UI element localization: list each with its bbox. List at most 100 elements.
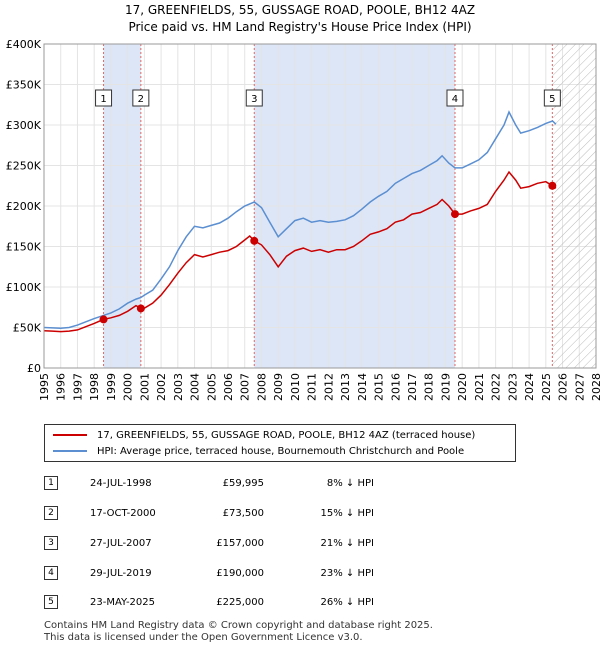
x-tick-label: 2017 (406, 373, 419, 401)
transaction-date: 24-JUL-1998 (90, 478, 152, 489)
legend-price-label: 17, GREENFIELDS, 55, GUSSAGE ROAD, POOLE… (97, 430, 476, 441)
legend-entry-price: 17, GREENFIELDS, 55, GUSSAGE ROAD, POOLE… (53, 428, 475, 444)
x-tick-label: 2002 (155, 373, 168, 401)
transaction-hpi-diff: 21% ↓ HPI (320, 538, 374, 549)
price-line (43, 170, 557, 333)
x-tick-label: 2004 (189, 373, 202, 401)
x-tick-label: 2016 (389, 373, 402, 401)
chart-title: 17, GREENFIELDS, 55, GUSSAGE ROAD, POOLE… (0, 2, 600, 36)
footer-licence: This data is licensed under the Open Gov… (44, 632, 363, 643)
x-tick-label: 2015 (373, 373, 386, 401)
sale-point (99, 315, 108, 324)
sale-marker-label: 4 (452, 94, 458, 105)
transaction-price: £225,000 (216, 597, 264, 608)
transaction-price: £190,000 (216, 568, 264, 579)
plot-frame (43, 43, 597, 369)
transaction-row: 2 17-OCT-2000 £73,500 15% ↓ HPI (44, 504, 564, 524)
chart-legend: 17, GREENFIELDS, 55, GUSSAGE ROAD, POOLE… (44, 424, 516, 462)
x-tick-label: 2023 (506, 373, 519, 401)
transaction-date: 29-JUL-2019 (90, 568, 152, 579)
y-tick-label: £200K (6, 200, 42, 213)
legend-price-swatch (53, 434, 87, 436)
x-tick-label: 2024 (523, 373, 536, 401)
y-tick-label: £0 (27, 362, 41, 375)
transaction-date: 17-OCT-2000 (90, 508, 156, 519)
x-tick-label: 2028 (590, 373, 600, 401)
y-tick-label: £300K (6, 119, 42, 132)
transaction-number: 1 (44, 476, 58, 490)
x-tick-label: 1996 (55, 373, 68, 401)
x-tick-label: 2021 (473, 373, 486, 401)
transaction-hpi-diff: 8% ↓ HPI (326, 478, 374, 489)
transaction-row: 1 24-JUL-1998 £59,995 8% ↓ HPI (44, 474, 564, 494)
x-tick-label: 2013 (339, 373, 352, 401)
transaction-number: 2 (44, 506, 58, 520)
x-tick-label: 2010 (289, 373, 302, 401)
title-line-1: 17, GREENFIELDS, 55, GUSSAGE ROAD, POOLE… (124, 3, 476, 17)
transaction-date: 27-JUL-2007 (90, 538, 152, 549)
y-tick-label: £350K (6, 79, 42, 92)
transaction-hpi-diff: 15% ↓ HPI (320, 508, 374, 519)
legend-entry-hpi: HPI: Average price, terraced house, Bour… (53, 444, 464, 460)
transaction-price: £59,995 (222, 478, 264, 489)
x-tick-label: 2000 (122, 373, 135, 401)
x-tick-label: 2009 (272, 373, 285, 401)
x-tick-label: 2007 (239, 373, 252, 401)
transaction-row: 4 29-JUL-2019 £190,000 23% ↓ HPI (44, 564, 564, 584)
sale-marker-box (95, 89, 113, 107)
x-tick-label: 2001 (138, 373, 151, 401)
x-tick-label: 2014 (356, 373, 369, 401)
x-tick-label: 1997 (71, 373, 84, 401)
x-tick-label: 2003 (172, 373, 185, 401)
x-tick-label: 1995 (38, 373, 51, 401)
y-tick-label: £50K (13, 322, 42, 335)
transaction-price: £157,000 (216, 538, 264, 549)
legend-hpi-label: HPI: Average price, terraced house, Bour… (97, 446, 465, 457)
sale-point (450, 210, 459, 219)
footer: Contains HM Land Registry data © Crown c… (44, 620, 433, 644)
transaction-hpi-diff: 23% ↓ HPI (320, 568, 374, 579)
y-tick-label: £150K (6, 241, 42, 254)
y-tick-label: £100K (6, 281, 42, 294)
x-tick-label: 2012 (322, 373, 335, 401)
x-tick-label: 2018 (423, 373, 436, 401)
x-tick-label: 2022 (490, 373, 503, 401)
price-chart: 1 2 3 4 5 £0 £50K £100K £150K £200K £250K £300K £35… (6, 38, 600, 401)
transaction-number: 5 (44, 595, 58, 609)
x-tick-label: 1999 (105, 373, 118, 401)
sale-marker-box (543, 89, 561, 107)
x-tick-label: 2005 (205, 373, 218, 401)
transaction-date: 23-MAY-2025 (90, 597, 156, 608)
title-line-2: Price paid vs. HM Land Registry's House … (128, 20, 472, 34)
sale-marker-label: 2 (138, 94, 144, 105)
x-tick-label: 2025 (540, 373, 553, 401)
sale-marker-label: 5 (549, 94, 555, 105)
x-tick-label: 2008 (255, 373, 268, 401)
y-tick-label: £400K (6, 38, 42, 51)
transaction-price: £73,500 (222, 508, 264, 519)
legend-hpi-swatch (53, 450, 87, 452)
hpi-line (43, 110, 557, 330)
x-tick-label: 2006 (222, 373, 235, 401)
y-tick-label: £250K (6, 160, 42, 173)
x-tick-label: 2020 (456, 373, 469, 401)
x-tick-label: 2027 (573, 373, 586, 401)
sale-marker-box (132, 89, 150, 107)
sale-point (548, 181, 557, 190)
sale-marker-box (245, 89, 263, 107)
footer-copyright: Contains HM Land Registry data © Crown c… (44, 620, 433, 631)
x-tick-label: 2019 (439, 373, 452, 401)
sale-point (136, 304, 145, 313)
transaction-number: 3 (44, 536, 58, 550)
x-tick-label: 2011 (306, 373, 319, 401)
sale-marker-label: 3 (251, 94, 257, 105)
transaction-number: 4 (44, 566, 58, 580)
transaction-hpi-diff: 26% ↓ HPI (320, 597, 374, 608)
transaction-row: 3 27-JUL-2007 £157,000 21% ↓ HPI (44, 534, 564, 554)
x-tick-label: 1998 (88, 373, 101, 401)
sale-marker-box (446, 89, 464, 107)
sale-marker-label: 1 (100, 94, 106, 105)
sale-point (250, 236, 259, 245)
transaction-row: 5 23-MAY-2025 £225,000 26% ↓ HPI (44, 593, 564, 613)
x-tick-label: 2026 (557, 373, 570, 401)
